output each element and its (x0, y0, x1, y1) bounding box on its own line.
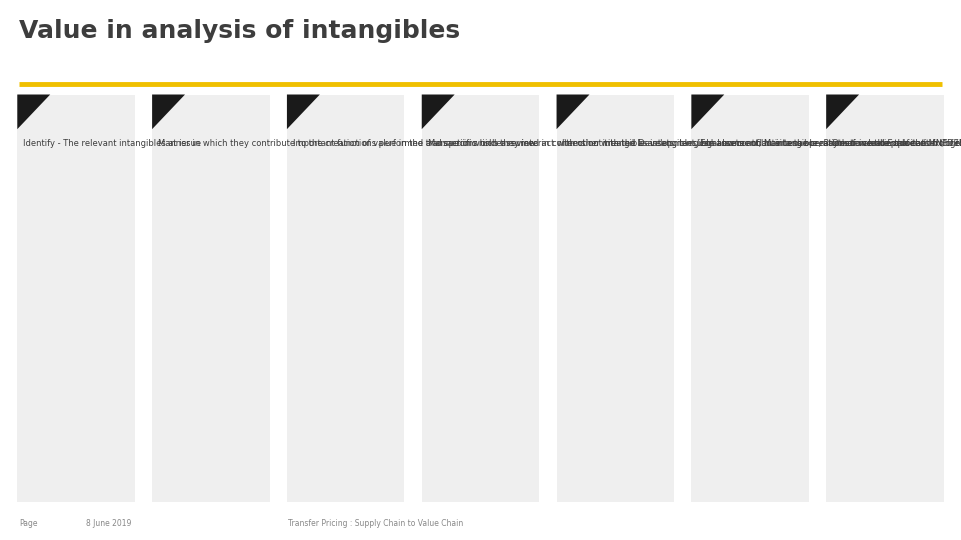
Text: Important functions performed and specific risks assumed in connection with the : Important functions performed and specif… (293, 139, 961, 148)
Polygon shape (556, 94, 589, 129)
Polygon shape (152, 94, 185, 129)
Text: Identify - The relevant intangibles at issue: Identify - The relevant intangibles at i… (23, 139, 201, 148)
Text: Page: Page (19, 519, 37, 528)
Text: Items not treated as intangibles can also contribute to the creation of value in: Items not treated as intangibles can als… (562, 139, 961, 148)
FancyBboxPatch shape (17, 94, 135, 502)
Text: Manner in which they interact with other intangible assets, tangible assets and : Manner in which they interact with other… (428, 139, 915, 148)
FancyBboxPatch shape (691, 94, 809, 502)
Polygon shape (691, 94, 725, 129)
Text: Legal owner of an intangible may receive the proceeds from exploitation of the i: Legal owner of an intangible may receive… (697, 139, 961, 148)
Text: Other members of the MNE group performing functions, using assets, or assuming r: Other members of the MNE group performin… (832, 139, 961, 148)
Text: Manner in which they contribute to the creation of value in the transactions und: Manner in which they contribute to the c… (158, 139, 535, 148)
FancyBboxPatch shape (422, 94, 539, 502)
Polygon shape (17, 94, 50, 129)
Text: Value in analysis of intangibles: Value in analysis of intangibles (19, 19, 460, 43)
FancyBboxPatch shape (287, 94, 405, 502)
Text: Transfer Pricing : Supply Chain to Value Chain: Transfer Pricing : Supply Chain to Value… (288, 519, 463, 528)
Polygon shape (287, 94, 320, 129)
Polygon shape (826, 94, 859, 129)
Text: 8 June 2019: 8 June 2019 (86, 519, 132, 528)
FancyBboxPatch shape (826, 94, 944, 502)
FancyBboxPatch shape (556, 94, 674, 502)
Polygon shape (422, 94, 455, 129)
FancyBboxPatch shape (152, 94, 270, 502)
